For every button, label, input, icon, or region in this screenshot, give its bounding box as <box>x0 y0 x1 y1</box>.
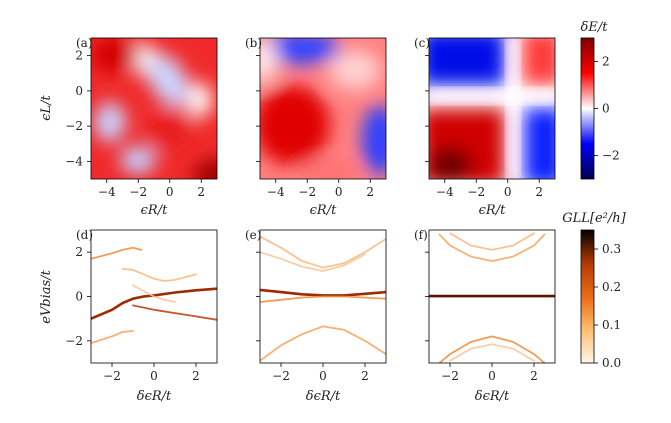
spectral-line-4 <box>449 343 535 362</box>
colorbar-top-label: δE/t <box>581 20 609 35</box>
x-tick-label: 2 <box>366 185 374 199</box>
x-tick-label: 0 <box>166 185 174 199</box>
x-tick-label: 0 <box>319 369 327 383</box>
spectral-line-0 <box>260 288 386 297</box>
y-tick-label: −2 <box>65 334 83 348</box>
x-tick-label: −2 <box>272 369 290 383</box>
x-tick-label: −2 <box>129 185 147 199</box>
x-tick-label: 0 <box>504 185 512 199</box>
colorbar-tick-label: 0.2 <box>602 280 621 294</box>
colorbar-tick-label: 0.3 <box>602 242 621 256</box>
spectral-line-2 <box>91 330 134 344</box>
spectral-line-0 <box>91 287 217 320</box>
panel-label-f: (f) <box>414 228 428 242</box>
panel-label-e: (e) <box>245 228 261 242</box>
panel-e <box>259 229 387 364</box>
x-tick-label: 0 <box>150 369 158 383</box>
x-tick-label: −4 <box>98 185 116 199</box>
x-tick-label: −4 <box>436 185 454 199</box>
y-tick-label: 0 <box>75 290 83 304</box>
y-tick-label: 2 <box>75 49 83 63</box>
xlabel-a: ϵR/t <box>141 203 168 218</box>
y-tick-label: −4 <box>65 154 83 168</box>
xlabel-c: ϵR/t <box>479 203 506 218</box>
spectral-line-5 <box>132 304 217 321</box>
spectral-line-2 <box>438 233 546 262</box>
ylabel-bottom: eVbias/t <box>39 269 54 323</box>
panel-a <box>90 37 218 180</box>
panel-d <box>90 229 218 364</box>
xlabel-d: δϵR/t <box>137 389 172 404</box>
panel-c <box>428 37 556 180</box>
x-tick-label: 2 <box>361 369 369 383</box>
x-tick-label: −2 <box>298 185 316 199</box>
spectral-line-3 <box>449 232 535 251</box>
colorbar-bottom-label: GLL[e²/h] <box>562 211 626 226</box>
ylabel-top: ϵL/t <box>39 94 54 120</box>
spectral-line-2 <box>260 325 386 362</box>
x-tick-label: −4 <box>267 185 285 199</box>
spectral-line-4 <box>132 284 176 303</box>
xlabel-f: δϵR/t <box>475 389 510 404</box>
spectral-line-4 <box>260 251 366 272</box>
x-tick-label: 0 <box>488 369 496 383</box>
panel-f <box>428 229 556 364</box>
y-tick-label: 0 <box>75 84 83 98</box>
spectral-line-3 <box>121 267 197 282</box>
x-tick-label: 2 <box>192 369 200 383</box>
spectral-line-3 <box>260 235 386 269</box>
colorbar-bottom <box>580 229 595 364</box>
x-tick-label: 0 <box>335 185 343 199</box>
colorbar-tick-label: 2 <box>602 55 610 69</box>
x-tick-label: −2 <box>103 369 121 383</box>
colorbar-tick-label: −2 <box>602 149 620 163</box>
panel-label-c: (c) <box>414 36 430 50</box>
panel-label-b: (b) <box>245 36 262 50</box>
y-tick-label: 2 <box>75 245 83 259</box>
colorbar-tick-label: 0.0 <box>602 356 621 370</box>
x-tick-label: 2 <box>197 185 205 199</box>
spectral-line-1 <box>438 335 546 363</box>
x-tick-label: 2 <box>535 185 543 199</box>
spectral-line-1 <box>260 295 386 303</box>
y-tick-label: −2 <box>65 119 83 133</box>
x-tick-label: −2 <box>441 369 459 383</box>
panel-label-d: (d) <box>76 228 93 242</box>
colorbar-tick-label: 0 <box>602 102 610 116</box>
xlabel-e: δϵR/t <box>306 389 341 404</box>
panel-label-a: (a) <box>76 36 93 50</box>
panel-b <box>259 37 387 180</box>
colorbar-tick-label: 0.1 <box>602 318 621 332</box>
x-tick-label: 2 <box>530 369 538 383</box>
xlabel-b: ϵR/t <box>310 203 337 218</box>
colorbar-top <box>580 37 595 180</box>
spectral-line-1 <box>91 246 143 260</box>
x-tick-label: −2 <box>467 185 485 199</box>
